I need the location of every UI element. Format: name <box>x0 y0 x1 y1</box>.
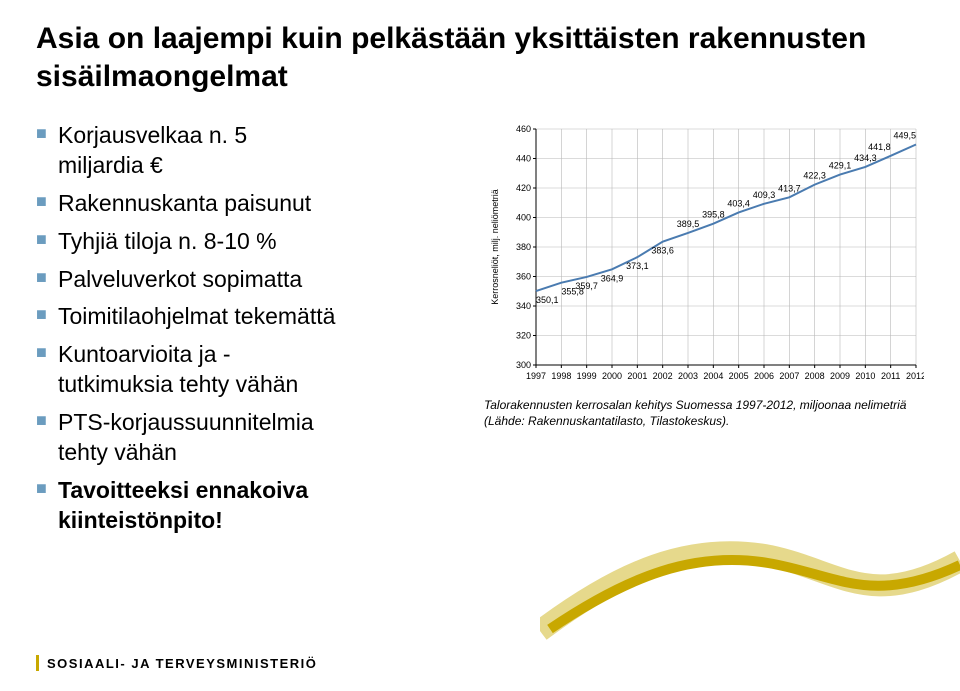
svg-text:2010: 2010 <box>855 371 875 381</box>
bullet-item: Kuntoarvioita ja -tutkimuksia tehty vähä… <box>36 340 466 400</box>
svg-text:413,7: 413,7 <box>778 183 801 193</box>
svg-text:320: 320 <box>516 331 531 341</box>
svg-text:350,1: 350,1 <box>536 295 559 305</box>
svg-text:395,8: 395,8 <box>702 210 725 220</box>
svg-text:1999: 1999 <box>577 371 597 381</box>
bullet-item: Palveluverkot sopimatta <box>36 265 466 295</box>
svg-text:2007: 2007 <box>779 371 799 381</box>
svg-text:359,7: 359,7 <box>575 281 598 291</box>
svg-text:2002: 2002 <box>653 371 673 381</box>
svg-text:373,1: 373,1 <box>626 261 649 271</box>
svg-text:422,3: 422,3 <box>803 171 826 181</box>
svg-text:Kerrosneliöt, milj. neliömetri: Kerrosneliöt, milj. neliömetriä <box>490 189 500 305</box>
svg-text:441,8: 441,8 <box>868 142 891 152</box>
svg-text:2006: 2006 <box>754 371 774 381</box>
svg-text:403,4: 403,4 <box>727 198 750 208</box>
chart-caption: Talorakennusten kerrosalan kehitys Suome… <box>484 397 924 429</box>
svg-text:2005: 2005 <box>729 371 749 381</box>
svg-text:389,5: 389,5 <box>677 219 700 229</box>
svg-text:2008: 2008 <box>805 371 825 381</box>
ministry-logo: SOSIAALI- JA TERVEYSMINISTERIÖ <box>36 655 317 671</box>
svg-text:380: 380 <box>516 242 531 252</box>
svg-text:2012: 2012 <box>906 371 924 381</box>
svg-text:429,1: 429,1 <box>829 161 852 171</box>
svg-text:2009: 2009 <box>830 371 850 381</box>
slide-title: Asia on laajempi kuin pelkästään yksittä… <box>36 20 924 95</box>
svg-text:1998: 1998 <box>551 371 571 381</box>
ministry-name: SOSIAALI- JA TERVEYSMINISTERIÖ <box>47 656 317 671</box>
bullet-item: Rakennuskanta paisunut <box>36 189 466 219</box>
svg-text:409,3: 409,3 <box>753 190 776 200</box>
svg-text:364,9: 364,9 <box>601 273 624 283</box>
logo-bar-icon <box>36 655 39 671</box>
svg-text:440: 440 <box>516 154 531 164</box>
svg-text:2004: 2004 <box>703 371 723 381</box>
bullet-item: Tavoitteeksi ennakoivakiinteistönpito! <box>36 476 466 536</box>
bullet-list: Korjausvelkaa n. 5miljardia € Rakennuskan… <box>36 121 466 536</box>
svg-text:434,3: 434,3 <box>854 153 877 163</box>
svg-text:2001: 2001 <box>627 371 647 381</box>
svg-text:449,5: 449,5 <box>893 130 916 140</box>
svg-text:383,6: 383,6 <box>651 246 674 256</box>
bullet-item: Tyhjiä tiloja n. 8-10 % <box>36 227 466 257</box>
svg-text:400: 400 <box>516 213 531 223</box>
svg-text:420: 420 <box>516 183 531 193</box>
bullet-item: Korjausvelkaa n. 5miljardia € <box>36 121 466 181</box>
svg-text:2000: 2000 <box>602 371 622 381</box>
svg-text:360: 360 <box>516 272 531 282</box>
svg-text:340: 340 <box>516 301 531 311</box>
svg-text:300: 300 <box>516 360 531 370</box>
bullet-item: PTS-korjaussuunnitelmiatehty vähän <box>36 408 466 468</box>
svg-text:2011: 2011 <box>881 371 900 381</box>
bullet-item: Toimitilaohjelmat tekemättä <box>36 302 466 332</box>
svg-text:460: 460 <box>516 124 531 134</box>
line-chart: 300 320 340 360 380 400 420 440 460 1997 1998 1999 2… <box>484 121 924 429</box>
svg-text:2003: 2003 <box>678 371 698 381</box>
svg-text:1997: 1997 <box>526 371 546 381</box>
